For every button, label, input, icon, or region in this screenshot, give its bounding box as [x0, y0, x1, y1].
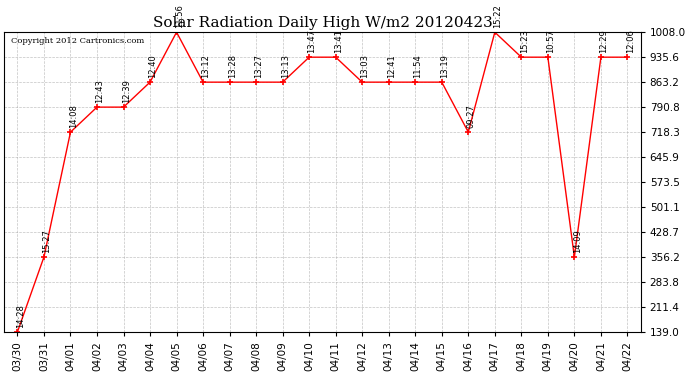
Text: Copyright 2012 Cartronics.com: Copyright 2012 Cartronics.com [10, 37, 144, 45]
Text: 15:22: 15:22 [493, 4, 502, 28]
Text: 15:23: 15:23 [520, 29, 529, 53]
Text: 12:06: 12:06 [626, 29, 635, 53]
Text: 11:54: 11:54 [413, 54, 422, 78]
Text: 12:39: 12:39 [122, 79, 131, 103]
Text: 13:47: 13:47 [308, 29, 317, 53]
Text: 09:27: 09:27 [466, 104, 475, 128]
Text: 13:03: 13:03 [360, 54, 369, 78]
Title: Solar Radiation Daily High W/m2 20120423: Solar Radiation Daily High W/m2 20120423 [152, 16, 492, 30]
Text: 14:09: 14:09 [573, 229, 582, 253]
Text: 12:40: 12:40 [148, 54, 157, 78]
Text: 13:12: 13:12 [201, 54, 210, 78]
Text: 12:29: 12:29 [599, 29, 608, 53]
Text: 14:08: 14:08 [69, 104, 78, 128]
Text: 13:27: 13:27 [255, 54, 264, 78]
Text: 12:41: 12:41 [387, 54, 396, 78]
Text: 10:57: 10:57 [546, 29, 555, 53]
Text: 11:56: 11:56 [175, 4, 184, 28]
Text: 13:28: 13:28 [228, 54, 237, 78]
Text: 13:19: 13:19 [440, 54, 449, 78]
Text: 12:43: 12:43 [95, 79, 104, 103]
Text: 13:13: 13:13 [281, 54, 290, 78]
Text: 13:41: 13:41 [334, 29, 343, 53]
Text: 14:28: 14:28 [16, 304, 25, 328]
Text: 15:27: 15:27 [42, 229, 51, 253]
